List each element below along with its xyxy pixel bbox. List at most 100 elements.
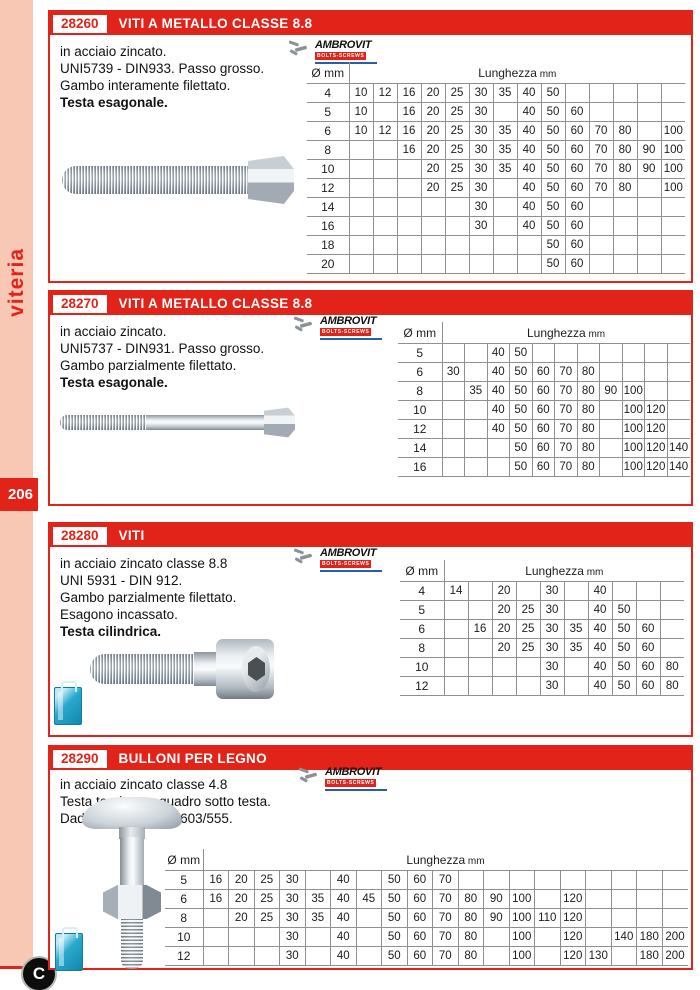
diameter-cell: 12 (398, 419, 443, 439)
length-cell (516, 235, 542, 255)
length-cell (585, 870, 612, 890)
length-cell (563, 657, 589, 677)
length-cell: 10 (348, 83, 374, 103)
length-cell: 100 (621, 457, 645, 477)
length-cell (585, 889, 612, 909)
length-cell: 80 (576, 400, 600, 420)
bolt-square-neck (119, 827, 145, 839)
dimensions-table: Ø mm Lunghezza mm 5 16 20 25 30 40 50 60 70 6 16 20 25… (165, 849, 688, 966)
length-cell: 40 (330, 927, 357, 947)
length-column-header: Lunghezza mm (349, 62, 686, 84)
brand-subtitle: BOLTS-SCREWS (315, 52, 367, 60)
length-cell (612, 83, 638, 103)
description-line: UNI5737 - DIN931. Passo grosso. (60, 341, 265, 356)
length-cell: 50 (540, 235, 566, 255)
length-cell: 70 (554, 362, 578, 382)
length-cell (599, 438, 623, 458)
length-cell: 35 (492, 83, 518, 103)
length-cell (348, 197, 374, 217)
length-cell: 200 (661, 927, 688, 947)
length-cell (644, 343, 668, 363)
length-cell: 100 (508, 927, 535, 947)
length-cell: 100 (660, 121, 686, 141)
description-line: Gambo interamente filettato. (60, 78, 231, 93)
table-row: 6 10 12 16 20 25 30 35 40 50 60 70 80 100 (307, 121, 686, 141)
length-cell (515, 676, 541, 696)
length-cell (464, 362, 488, 382)
package-box-icon (54, 681, 82, 725)
product-section-28270: 28270 VITI A METALLO CLASSE 8.8 in accia… (48, 290, 693, 506)
size-table: Ø mm Lunghezza mm 4 10 12 16 20 25 30 35 40 50 5 10 16… (307, 62, 686, 274)
length-cell: 20 (491, 581, 517, 601)
length-cell: 20 (420, 121, 446, 141)
size-table: Ø mm Lunghezza mm 5 16 20 25 30 40 50 60 70 6 16 20 25… (165, 849, 688, 966)
length-cell: 25 (444, 178, 470, 198)
length-cell (483, 946, 510, 966)
diameter-column-header: Ø mm (307, 62, 350, 84)
length-cell (486, 438, 510, 458)
length-cell: 60 (531, 381, 555, 401)
length-cell (202, 946, 229, 966)
length-cell (588, 102, 614, 122)
diameter-cell: 14 (307, 197, 350, 217)
description-line: in acciaio zincato classe 4.8 (60, 777, 228, 792)
length-cell: 40 (486, 419, 510, 439)
length-cell (228, 927, 255, 947)
length-cell: 20 (228, 870, 255, 890)
product-section-28260: 28260 VITI A METALLO CLASSE 8.8 in accia… (48, 10, 693, 283)
table-row: 18 50 60 (307, 235, 686, 255)
length-cell (396, 254, 422, 274)
length-cell (355, 908, 382, 928)
length-cell: 16 (396, 121, 422, 141)
length-cell: 35 (492, 140, 518, 160)
description-line: in acciaio zincato classe 8.8 (60, 556, 228, 571)
diameter-cell: 10 (165, 927, 204, 947)
length-cell: 40 (516, 197, 542, 217)
length-cell: 80 (612, 159, 638, 179)
length-cell (534, 870, 561, 890)
length-cell (304, 927, 331, 947)
length-cell: 60 (635, 676, 661, 696)
brand-text: AMBROVIT BOLTS-SCREWS (325, 766, 387, 791)
length-cell: 30 (539, 638, 565, 658)
length-cell: 35 (304, 889, 331, 909)
length-cell (228, 946, 255, 966)
length-cell: 100 (621, 438, 645, 458)
length-cell: 35 (492, 159, 518, 179)
length-cell: 70 (432, 889, 459, 909)
length-cell: 120 (644, 438, 668, 458)
length-cell (666, 362, 690, 382)
length-cell: 30 (468, 216, 494, 236)
length-cell: 60 (635, 657, 661, 677)
length-cell (348, 178, 374, 198)
length-cell: 30 (279, 946, 306, 966)
length-cell: 25 (253, 889, 280, 909)
diameter-cell: 6 (307, 121, 350, 141)
length-cell (467, 676, 493, 696)
length-cell (599, 400, 623, 420)
brand-name: AMBROVIT (320, 547, 377, 559)
description-line: Esagono incassato. (60, 607, 178, 622)
length-cell (304, 946, 331, 966)
length-cell (612, 235, 638, 255)
length-cell (576, 343, 600, 363)
length-cell (534, 927, 561, 947)
length-cell (444, 235, 470, 255)
length-cell: 30 (468, 178, 494, 198)
description-line: in acciaio zincato. (60, 44, 167, 59)
length-cell (635, 581, 661, 601)
length-cell: 50 (540, 178, 566, 198)
length-cell (444, 216, 470, 236)
table-row: 4 10 12 16 20 25 30 35 40 50 (307, 83, 686, 103)
length-cell: 30 (468, 121, 494, 141)
diameter-cell: 6 (165, 889, 204, 909)
length-cell (468, 254, 494, 274)
product-code: 28270 (53, 294, 107, 313)
length-cell (588, 83, 614, 103)
diameter-cell: 12 (400, 676, 445, 696)
length-cell (396, 197, 422, 217)
length-cell: 25 (444, 121, 470, 141)
length-cell: 25 (444, 159, 470, 179)
length-cell: 80 (576, 419, 600, 439)
length-cell: 12 (372, 83, 398, 103)
